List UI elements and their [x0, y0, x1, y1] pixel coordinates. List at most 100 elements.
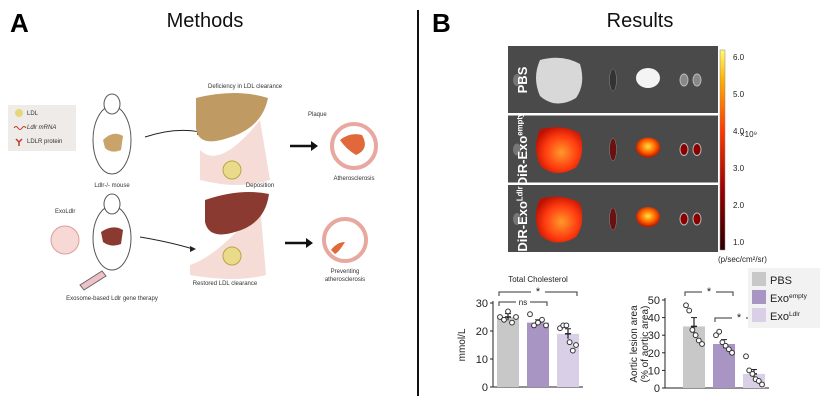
liver-deficient-icon: [196, 93, 268, 142]
significance-label-bg: [702, 288, 716, 296]
bar-exoempty: [527, 322, 549, 387]
bar-exoempty: [713, 344, 735, 388]
colorbar: [719, 49, 726, 251]
legend-swatch: [752, 308, 766, 322]
data-point: [505, 308, 511, 315]
heart-organ: [513, 213, 521, 225]
heart-organ: [513, 74, 521, 86]
liver-icon: [101, 227, 123, 246]
legend-ldl: LDL: [27, 111, 39, 117]
data-point: [539, 316, 545, 323]
significance-label: *: [737, 312, 742, 324]
y-tick-label: 0: [482, 382, 488, 394]
data-point: [729, 349, 735, 356]
kidney-organ: [692, 212, 702, 226]
significance-label: *: [536, 286, 541, 298]
chart-legend: PBS Exoempty ExoLdlr: [748, 268, 820, 328]
spleen-organ: [609, 68, 617, 92]
data-point: [563, 322, 570, 329]
arrow-icon: [139, 236, 194, 250]
data-point: [725, 346, 732, 353]
colorbar-unit: (p/sec/cm²/sr): [718, 255, 767, 264]
data-point: [509, 319, 515, 326]
lung-organ: [636, 68, 660, 88]
bar-exoldlr: [557, 333, 579, 387]
spleen-organ: [609, 138, 617, 161]
data-point: [683, 302, 689, 309]
colorbar-tick-label: 6.0: [733, 53, 745, 62]
legend-swatch: [752, 272, 766, 286]
ldl-deposit-icon: [222, 160, 242, 180]
imaging-row: PBS: [508, 46, 718, 113]
colorbar-ticks: 1.0 2.0 3.0 4.0 5.0 6.0: [733, 53, 745, 247]
data-point: [743, 353, 749, 360]
panel-b-title: Results: [607, 10, 674, 32]
y-tick-label: 10: [648, 365, 660, 377]
ldl-icon: [15, 109, 23, 117]
colorbar-tick-label: 3.0: [733, 164, 745, 173]
panel-b-letter: B: [432, 8, 451, 38]
y-axis-label: mmol/L: [457, 328, 468, 361]
data-point: [527, 311, 533, 318]
imaging-row: DiR-Exoempty: [508, 112, 718, 186]
data-point: [759, 381, 765, 388]
liver-organ: [536, 127, 583, 174]
mrna-icon: [13, 126, 27, 130]
y-tick-label: 20: [648, 348, 660, 360]
significance-label-bg: [732, 314, 746, 322]
heart-organ: [513, 143, 521, 156]
imaging-row: DiR-ExoLdlr: [508, 185, 718, 252]
legend-protein: LDLR protein: [27, 139, 62, 145]
ldl-icon: [222, 246, 242, 266]
data-point: [689, 327, 696, 333]
chart-title: Total Cholesterol: [508, 275, 568, 284]
kidney-organ: [679, 212, 689, 226]
small-plaque-icon: [331, 242, 345, 254]
liver-icon: [103, 133, 123, 152]
data-point: [713, 332, 719, 339]
y-tick-label: 0: [654, 383, 660, 395]
data-point: [573, 342, 579, 348]
deficiency-label: Deficiency in LDL clearance: [208, 84, 283, 90]
y-axis-label-2: (% of aortic area): [640, 306, 651, 383]
data-point: [746, 367, 753, 374]
legend-label: ExoLdlr: [770, 311, 801, 323]
therapy-label: Exosome-based Ldlr gene therapy: [66, 296, 158, 302]
exosome-icon: [50, 225, 80, 255]
bar-pbs: [497, 317, 519, 387]
plaque-icon: [340, 134, 365, 155]
liver-restored-icon: [205, 192, 269, 235]
data-point: [501, 316, 507, 323]
imaging-row-label: PBS: [515, 66, 530, 93]
significance-label-bg: [531, 288, 545, 296]
liver-organ: [536, 57, 583, 104]
data-point: [722, 342, 729, 349]
colorbar-tick-label: 1.0: [733, 238, 745, 247]
y-tick-label: 30: [476, 298, 488, 310]
plaque-label: Plaque: [308, 112, 327, 118]
data-point: [535, 319, 541, 326]
vessel-shape: [200, 120, 270, 185]
mouse-label: Ldlr-/- mouse: [94, 183, 130, 189]
deposition-label: Deposition: [246, 183, 274, 189]
healthy-artery-icon: [322, 217, 368, 263]
exo-label: ExoLdlr: [55, 209, 75, 215]
legend-mrna: Ldlr mRNA: [27, 125, 56, 131]
ldlr-protein-icon: [15, 138, 23, 146]
y-tick-label: 20: [476, 326, 488, 338]
legend-swatch: [752, 290, 766, 304]
imaging-row-label: DiR-Exoempty: [515, 112, 530, 186]
kidney-organ: [679, 73, 689, 87]
aortic-lesion-chart: 0 10 20 30 40 50 * * Aortic lesion area (% of aor…: [629, 286, 769, 395]
legend-label: PBS: [770, 275, 792, 287]
data-point: [695, 337, 702, 344]
colorbar-tick-label: 4.0: [733, 127, 745, 136]
total-cholesterol-chart: 0 10 20 30 ns * Total Cholesterol mmol/L: [457, 275, 583, 394]
liver-organ: [536, 196, 583, 243]
imaging-row-label: DiR-ExoLdlr: [515, 186, 530, 251]
data-point: [569, 347, 576, 354]
kidney-organ: [692, 143, 702, 156]
data-point: [699, 341, 705, 347]
kidney-organ: [692, 73, 702, 87]
